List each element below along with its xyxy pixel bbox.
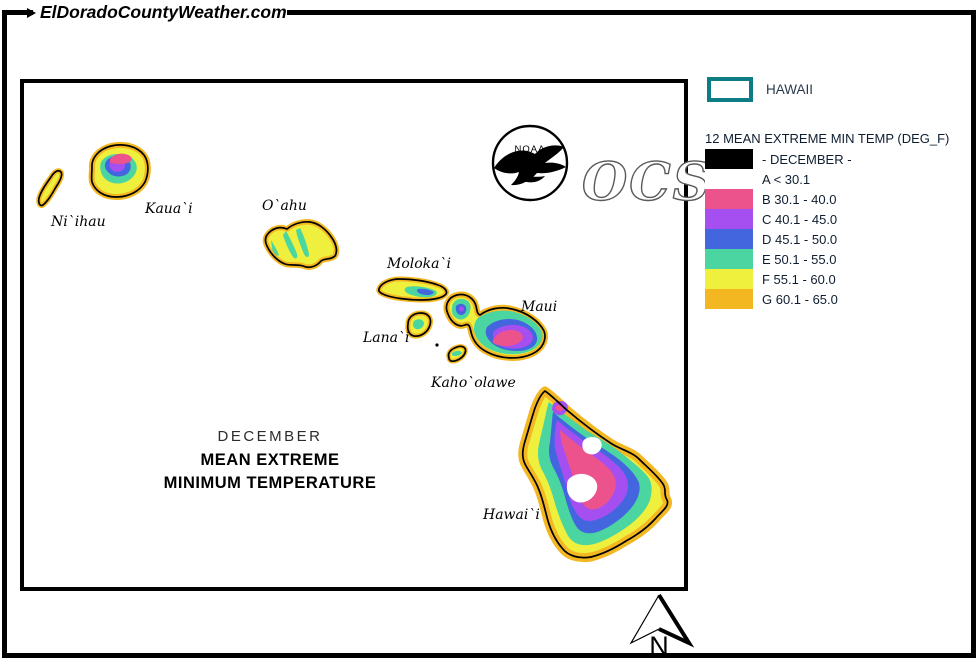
label-hawaii: Hawai`i (482, 507, 540, 523)
legend-swatch (705, 229, 753, 249)
island-kahoolawe (446, 344, 468, 364)
label-maui: Maui (520, 299, 557, 315)
legend-entry-label: F 55.1 - 60.0 (762, 271, 836, 287)
noaa-logo-text: NOAA (515, 144, 546, 155)
legend-swatch (705, 269, 753, 289)
label-kahoolawe: Kaho`olawe (430, 375, 516, 391)
label-molokai: Moloka`i (386, 256, 451, 272)
legend-entry-label: G 60.1 - 65.0 (762, 291, 838, 307)
island-molokai (376, 276, 449, 303)
state-legend: HAWAII (707, 77, 813, 102)
legend-row: G 60.1 - 65.0 (705, 289, 977, 309)
noaa-bird-icon (494, 145, 566, 186)
banner-background (33, 0, 287, 28)
island-niihau (36, 168, 65, 208)
legend-swatch (705, 209, 753, 229)
legend-entry-label: D 45.1 - 50.0 (762, 231, 838, 247)
legend-entry-label: A < 30.1 (762, 171, 811, 187)
north-label: N (649, 631, 669, 661)
legend-swatch (705, 169, 753, 189)
map-title-month: DECEMBER (217, 428, 322, 445)
map-title-line3: MINIMUM TEMPERATURE (164, 474, 377, 492)
site-title: ElDoradoCountyWeather.com (40, 2, 287, 22)
legend-swatch (705, 249, 753, 269)
islet-molokini (435, 343, 439, 347)
legend-entry-label: - DECEMBER - (762, 151, 852, 167)
label-kauai: Kaua`i (144, 201, 193, 217)
page-border (2, 10, 976, 658)
banner-arrow-tip-icon (27, 8, 36, 18)
hawaii-state-swatch (707, 77, 753, 102)
temperature-legend: 12 MEAN EXTREME MIN TEMP (DEG_F) - DECEM… (705, 131, 977, 309)
north-arrow-icon: N (629, 593, 695, 661)
label-niihau: Ni`ihau (50, 214, 106, 230)
noaa-bird-tail-icon (519, 172, 545, 183)
legend-row: A < 30.1 (705, 169, 977, 189)
legend-entries: - DECEMBER - A < 30.1 B 30.1 - 40.0 C 40.1 … (705, 149, 977, 309)
legend-swatch (705, 149, 753, 169)
island-hawaii (518, 386, 673, 563)
legend-row: - DECEMBER - (705, 149, 977, 169)
legend-entry-label: C 40.1 - 45.0 (762, 211, 838, 227)
label-lanai: Lana`i (362, 330, 409, 346)
label-oahu: O`ahu (262, 198, 307, 214)
hawaii-state-label: HAWAII (766, 82, 813, 97)
noaa-logo: NOAA (491, 124, 569, 202)
legend-entry-label: E 50.1 - 55.0 (762, 251, 837, 267)
island-oahu (262, 219, 340, 270)
legend-swatch (705, 289, 753, 309)
legend-swatch (705, 189, 753, 209)
legend-row: B 30.1 - 40.0 (705, 189, 977, 209)
legend-row: C 40.1 - 45.0 (705, 209, 977, 229)
ocs-logo-text: OCS (582, 152, 712, 213)
legend-title: 12 MEAN EXTREME MIN TEMP (DEG_F) (705, 131, 950, 146)
island-lanai (405, 310, 433, 339)
legend-row: E 50.1 - 55.0 (705, 249, 977, 269)
legend-entry-label: B 30.1 - 40.0 (762, 191, 837, 207)
island-kauai (88, 141, 151, 200)
legend-row: D 45.1 - 50.0 (705, 229, 977, 249)
map-title-line2: MEAN EXTREME (201, 451, 340, 469)
legend-row: F 55.1 - 60.0 (705, 269, 977, 289)
island-maui (435, 291, 548, 361)
